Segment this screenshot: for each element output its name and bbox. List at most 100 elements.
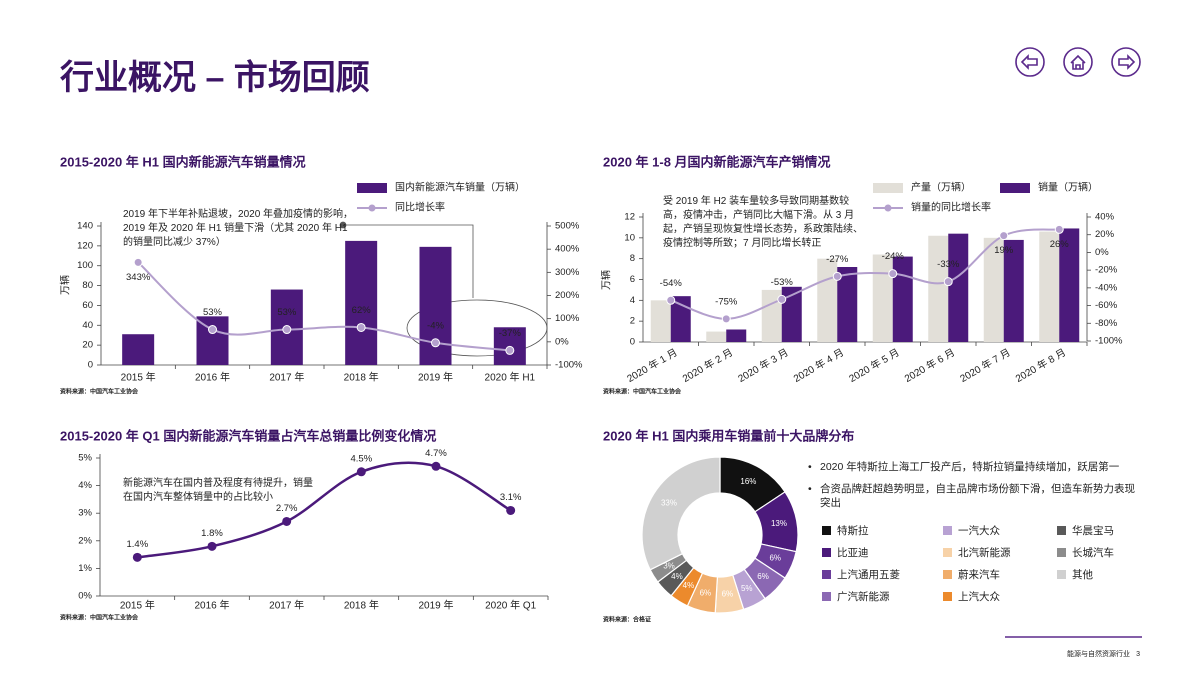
- data-label: 4.5%: [351, 453, 373, 464]
- legend-label: 特斯拉: [837, 524, 869, 537]
- bar: [892, 256, 913, 342]
- legend-swatch: [943, 570, 952, 579]
- footer-text: 能源与自然资源行业: [1067, 649, 1130, 658]
- data-label: 4.7%: [425, 448, 447, 459]
- y-tick-label: 140: [77, 221, 93, 232]
- nav-home[interactable]: [1063, 47, 1093, 77]
- line-point: [832, 271, 842, 281]
- y2-tick-label: 20%: [1095, 229, 1115, 240]
- legend-swatch: [943, 526, 952, 535]
- y2-tick-label: 0%: [555, 336, 569, 347]
- legend-dot: [884, 204, 892, 212]
- legend-label: 上汽大众: [958, 590, 1000, 603]
- line-point: [356, 322, 366, 332]
- data-label: 19%: [994, 245, 1014, 256]
- legend-label: 一汽大众: [958, 524, 1000, 537]
- y-tick-label: 120: [77, 240, 93, 251]
- legend-label: 其他: [1072, 568, 1094, 581]
- legend-swatch: [822, 526, 831, 535]
- x-tick-label: 2015 年: [121, 371, 156, 384]
- x-tick-label: 2019 年: [418, 371, 453, 384]
- line-point: [431, 461, 441, 471]
- bar: [817, 258, 838, 342]
- y-tick-label: 8: [630, 253, 635, 264]
- legend-label: 北汽新能源: [958, 546, 1011, 559]
- data-label: 6%: [757, 572, 769, 581]
- x-tick-label: 2020 年 7 月: [957, 346, 1012, 385]
- line-point: [506, 505, 516, 515]
- y2-tick-label: 40%: [1095, 212, 1115, 223]
- data-label: 1.4%: [127, 539, 149, 550]
- data-label: 6%: [700, 588, 712, 597]
- legend-swatch: [357, 183, 387, 193]
- data-label: 6%: [722, 590, 734, 599]
- y-tick-label: 3%: [78, 508, 92, 519]
- legend-swatch: [1057, 548, 1066, 557]
- page-number: 3: [1136, 651, 1140, 658]
- line-point: [943, 277, 953, 287]
- nav-next[interactable]: [1111, 47, 1141, 77]
- bar: [928, 235, 949, 342]
- x-tick-label: 2020 年 6 月: [902, 346, 957, 385]
- line-point: [133, 257, 143, 267]
- legend-swatch: [943, 548, 952, 557]
- y-tick-label: 4%: [78, 480, 92, 491]
- y2-tick-label: -40%: [1095, 282, 1118, 293]
- line-point: [132, 552, 142, 562]
- source: 资料来源：合格证: [603, 616, 651, 624]
- bar: [983, 237, 1004, 342]
- y-tick-label: 0: [630, 337, 635, 348]
- donut-segment: [641, 456, 721, 571]
- nav-prev[interactable]: [1015, 47, 1045, 77]
- data-label: 343%: [126, 272, 151, 283]
- data-label: -27%: [826, 254, 849, 265]
- bullet: 2020 年特斯拉上海工厂投产后，特斯拉销量持续增加，跃居第一: [808, 460, 1140, 474]
- chart-title: 2020 年 1-8 月国内新能源汽车产销情况: [603, 154, 831, 169]
- legend-swatch: [873, 183, 903, 193]
- y-tick-label: 4: [630, 295, 635, 306]
- data-label: 16%: [740, 477, 756, 486]
- data-label: 3.1%: [500, 492, 522, 503]
- legend-swatch: [943, 592, 952, 601]
- data-label: 4%: [671, 572, 683, 581]
- data-label: 2.7%: [276, 503, 298, 514]
- legend-swatch: [1057, 570, 1066, 579]
- annotation: 新能源汽车在国内普及程度有待提升，销量在国内汽车整体销量中的占比较小: [123, 478, 313, 503]
- data-label: 62%: [352, 305, 372, 316]
- data-label: 4%: [683, 581, 695, 590]
- line-point: [505, 345, 515, 355]
- legend-label: 长城汽车: [1072, 546, 1114, 559]
- y2-tick-label: -100%: [555, 360, 583, 371]
- y-tick-label: 2: [630, 316, 635, 327]
- data-label: 13%: [771, 519, 787, 528]
- x-tick-label: 2020 年 8 月: [1013, 346, 1068, 385]
- x-tick-label: 2016 年: [195, 371, 230, 384]
- legend-label: 上汽通用五菱: [837, 568, 900, 581]
- x-tick-label: 2020 年 5 月: [846, 346, 901, 385]
- nav: [1015, 47, 1141, 77]
- bar: [837, 267, 858, 342]
- chart-title: 2020 年 H1 国内乘用车销量前十大品牌分布: [603, 428, 854, 443]
- y-tick-label: 20: [82, 340, 93, 351]
- y-tick-label: 12: [624, 212, 635, 223]
- line-point: [666, 295, 676, 305]
- line-point: [1054, 224, 1064, 234]
- y-tick-label: 80: [82, 280, 93, 291]
- y-tick-label: 0: [88, 360, 93, 371]
- legend-swatch: [822, 548, 831, 557]
- bar: [726, 329, 747, 342]
- x-tick-label: 2018 年: [344, 371, 379, 384]
- bar: [1059, 228, 1080, 342]
- bar: [650, 300, 671, 342]
- x-tick-label: 2020 年 2 月: [680, 346, 735, 385]
- y-tick-label: 2%: [78, 535, 92, 546]
- line-point: [999, 231, 1009, 241]
- data-label: 26%: [1050, 239, 1070, 250]
- chart-title: 2015-2020 年 H1 国内新能源汽车销量情况: [60, 154, 306, 169]
- y2-tick-label: -20%: [1095, 265, 1118, 276]
- y-tick-label: 10: [624, 232, 635, 243]
- chart-title: 2015-2020 年 Q1 国内新能源汽车销量占汽车总销量比例变化情况: [60, 428, 436, 443]
- x-tick-label: 2018 年: [344, 599, 379, 612]
